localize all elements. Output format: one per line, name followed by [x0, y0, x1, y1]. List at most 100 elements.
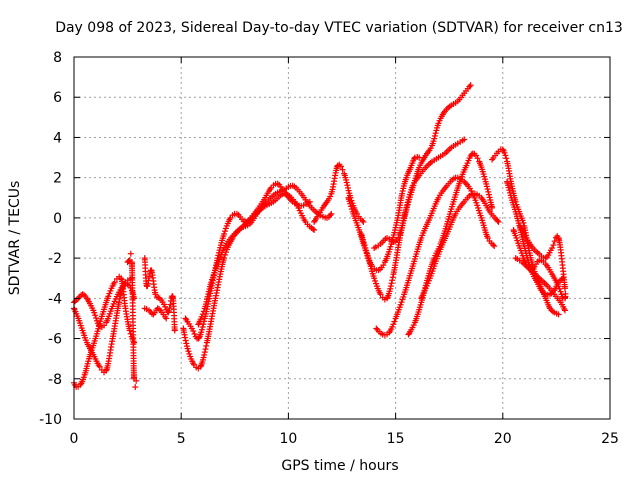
data-point: [549, 289, 556, 296]
data-point: [345, 184, 352, 191]
data-point: [493, 150, 500, 157]
data-point: [198, 326, 205, 333]
data-point: [404, 199, 411, 206]
data-point: [198, 313, 205, 320]
data-point: [165, 307, 172, 314]
data-point: [423, 282, 430, 289]
data-point: [452, 99, 459, 106]
data-point: [185, 348, 192, 355]
data-point: [394, 217, 401, 224]
y-tick-label: -2: [48, 251, 62, 267]
data-point: [85, 358, 92, 365]
data-point: [106, 290, 113, 297]
data-point: [373, 325, 380, 332]
data-point: [387, 285, 394, 292]
data-point: [491, 243, 498, 250]
data-point: [327, 193, 334, 200]
data-point: [347, 203, 354, 210]
data-point: [462, 164, 469, 171]
data-point: [425, 277, 432, 284]
data-point: [339, 166, 346, 173]
data-point: [108, 305, 115, 312]
data-point: [513, 235, 520, 241]
axis-ticks: 0 5 10 15 20 25 -10 -8 -6 -4 -2 0 2 4 6 8: [39, 50, 619, 447]
data-point: [71, 381, 78, 388]
data-point: [98, 315, 105, 322]
data-point: [267, 186, 274, 193]
data-point: [270, 192, 277, 199]
data-point: [443, 223, 450, 230]
data-point: [476, 192, 483, 199]
data-point: [415, 166, 422, 173]
data-point: [348, 206, 355, 213]
data-point: [296, 188, 303, 195]
data-point: [427, 159, 434, 166]
data-point: [421, 154, 428, 161]
y-tick-label: -8: [48, 372, 62, 388]
data-point: [389, 274, 396, 281]
data-point: [506, 187, 513, 194]
data-point: [152, 289, 159, 296]
data-point: [431, 135, 438, 142]
data-point: [536, 275, 543, 282]
data-point: [475, 204, 482, 211]
data-point: [556, 285, 563, 292]
x-tick-label: 20: [494, 431, 512, 447]
data-point: [561, 283, 568, 290]
data-point: [228, 234, 235, 241]
data-point: [226, 216, 233, 223]
data-point: [183, 340, 190, 347]
data-point: [199, 324, 206, 331]
data-point: [530, 269, 537, 276]
data-point: [347, 200, 354, 207]
data-point: [446, 145, 453, 152]
data-point: [459, 92, 466, 99]
chart-title: Day 098 of 2023, Sidereal Day-to-day VTE…: [55, 20, 623, 36]
data-point: [133, 377, 140, 384]
data-point: [144, 280, 151, 287]
data-point: [370, 273, 377, 280]
data-point: [402, 207, 409, 214]
data-point: [220, 257, 227, 264]
data-point: [301, 217, 308, 224]
data-point: [554, 281, 561, 288]
data-point: [200, 321, 207, 328]
data-point: [359, 217, 366, 224]
data-point: [157, 307, 164, 314]
data-point: [186, 350, 193, 357]
data-point: [95, 362, 102, 369]
data-point: [73, 296, 80, 303]
data-point: [534, 249, 541, 256]
data-point: [355, 224, 362, 231]
data-point: [523, 263, 530, 270]
x-axis-label: GPS time / hours: [281, 458, 398, 474]
y-tick-label: 0: [53, 211, 62, 227]
data-point: [387, 243, 394, 250]
data-point: [391, 318, 398, 325]
data-point: [387, 283, 394, 290]
data-point: [516, 222, 523, 229]
data-point: [244, 222, 251, 229]
x-tick-label: 10: [279, 431, 297, 447]
y-tick-label: 4: [53, 130, 62, 146]
data-point: [559, 293, 566, 300]
data-point: [424, 280, 431, 287]
data-point: [547, 268, 554, 275]
x-tick-label: 25: [601, 431, 619, 447]
data-point: [456, 180, 463, 187]
data-point: [183, 343, 190, 350]
data-point: [268, 200, 275, 207]
data-point: [236, 226, 243, 233]
data-point: [404, 202, 411, 209]
data-point: [221, 228, 228, 235]
data-point: [520, 240, 527, 247]
data-point: [507, 192, 514, 199]
data-point: [202, 346, 209, 353]
data-point: [503, 155, 510, 162]
data-point: [544, 291, 551, 298]
data-point: [484, 233, 491, 240]
data-point: [484, 186, 491, 193]
data-point: [414, 174, 421, 181]
data-point: [534, 258, 541, 265]
